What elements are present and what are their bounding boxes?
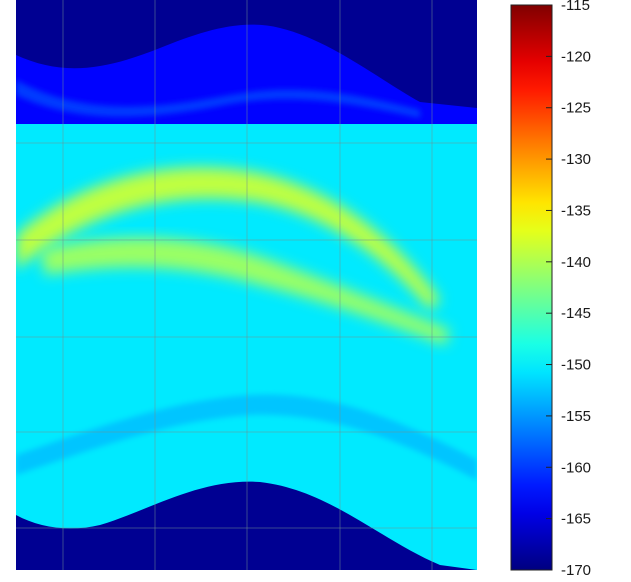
heatmap-bright-arc: [16, 167, 440, 310]
colorbar-tick-label: -125: [561, 100, 591, 117]
colorbar-tick-label: -140: [561, 254, 591, 271]
colorbar-tick-label: -145: [561, 305, 591, 322]
heatmap-lower-ridge: [16, 394, 477, 480]
colorbar-tick-label: -115: [561, 0, 590, 14]
colorbar-tick-label: -150: [561, 357, 591, 374]
colorbar-tick-label: -160: [561, 459, 591, 476]
grid-lines: [16, 0, 477, 570]
heatmap-top-ridge: [16, 80, 420, 118]
colorbar-tick-label: -135: [561, 202, 591, 219]
colorbar-ticks: -115 -120 -125 -130 -135 -140 -145 -150 -155 -160…: [546, 0, 591, 579]
colorbar-tick-label: -170: [561, 562, 591, 579]
colorbar-tick-label: -120: [561, 48, 591, 65]
colorbar-tick-label: -130: [561, 151, 591, 168]
heatmap-secondary-arc: [40, 237, 450, 345]
colorbar-tick-label: -165: [561, 511, 591, 528]
colorbar: [510, 4, 553, 571]
colorbar-tick-label: -155: [561, 408, 591, 425]
